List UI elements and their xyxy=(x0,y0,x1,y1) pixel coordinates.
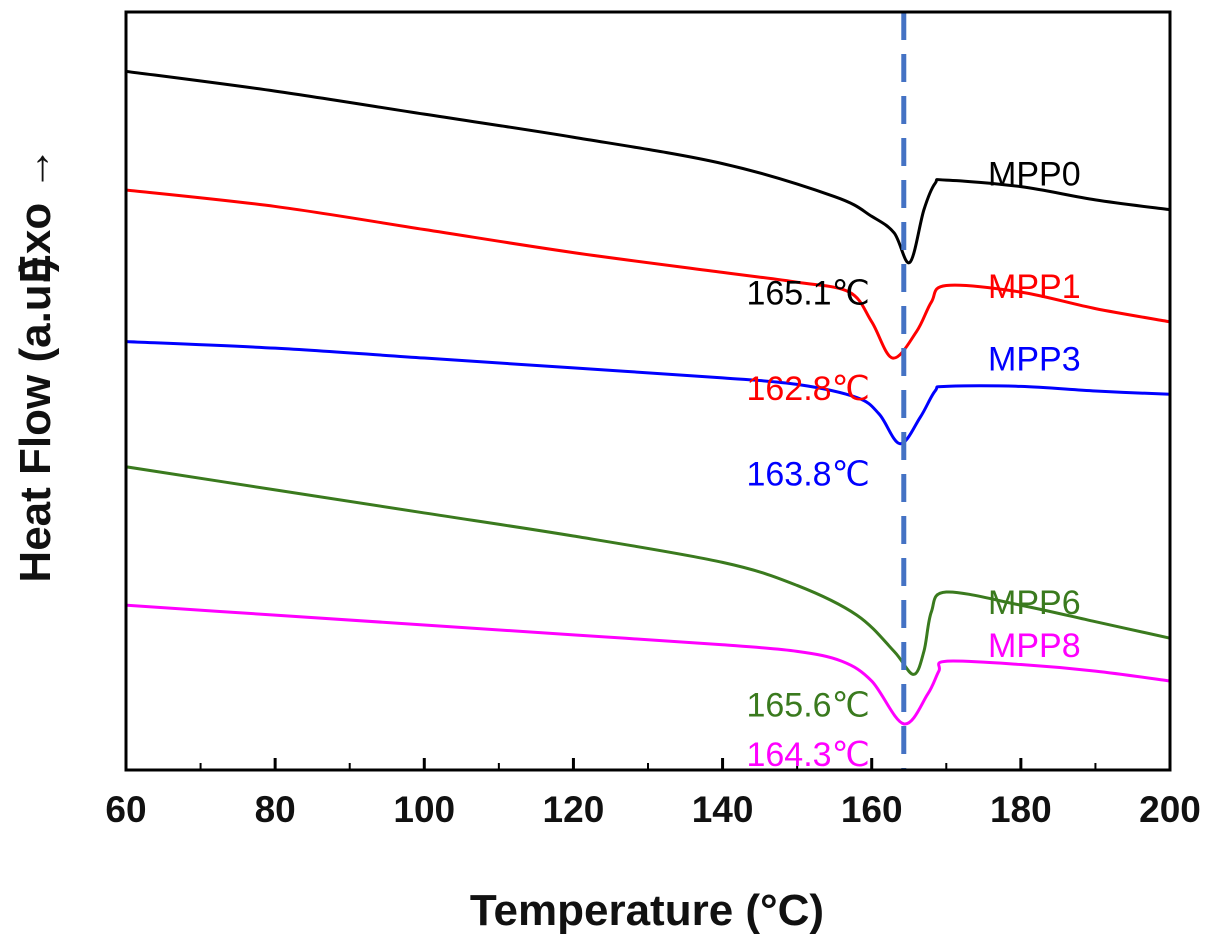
series-line-mpp1 xyxy=(125,188,1171,360)
peak-temperature-labels: 165.1℃ 162.8℃ 163.8℃ 165.6℃ 164.3℃ xyxy=(746,274,869,773)
series-label-mpp1: MPP1 xyxy=(988,268,1081,306)
y-axis-exo-group: Exo → xyxy=(11,147,60,284)
series-line-mpp6 xyxy=(125,465,1171,676)
peak-label-mpp6: 165.6℃ xyxy=(746,686,869,724)
y-axis-title-group: Heat Flow (a.u.) xyxy=(11,257,60,582)
series-line-mpp0 xyxy=(125,69,1171,265)
series-label-mpp6: MPP6 xyxy=(988,584,1081,622)
peak-label-mpp8: 164.3℃ xyxy=(746,736,869,774)
x-tick-label: 80 xyxy=(255,789,296,830)
series-label-mpp8: MPP8 xyxy=(988,627,1081,665)
x-tick-label: 140 xyxy=(692,789,754,830)
x-tick-label: 200 xyxy=(1139,789,1201,830)
peak-label-mpp3: 163.8℃ xyxy=(746,456,869,494)
x-tick-label: 180 xyxy=(990,789,1052,830)
x-tick-label: 100 xyxy=(393,789,455,830)
series-line-mpp8 xyxy=(125,603,1171,726)
x-tick-label: 60 xyxy=(105,789,146,830)
y-axis-exo-direction: Exo → xyxy=(11,147,60,284)
series-labels: MPP0 MPP1 MPP3 MPP6 MPP8 xyxy=(988,156,1081,665)
x-axis-tick-labels: 60 80 100 120 140 160 180 200 xyxy=(105,789,1200,830)
x-axis-ticks xyxy=(124,758,1172,770)
series-line-mpp3 xyxy=(125,340,1171,446)
x-axis-title: Temperature (°C) xyxy=(470,886,824,935)
y-axis-title: Heat Flow (a.u.) xyxy=(11,257,60,582)
x-tick-label: 120 xyxy=(543,789,605,830)
peak-label-mpp0: 165.1℃ xyxy=(746,274,869,312)
series-label-mpp0: MPP0 xyxy=(988,156,1081,194)
x-tick-label: 160 xyxy=(841,789,903,830)
peak-label-mpp1: 162.8℃ xyxy=(746,370,869,408)
series-layer xyxy=(125,69,1171,726)
series-label-mpp3: MPP3 xyxy=(988,340,1081,378)
